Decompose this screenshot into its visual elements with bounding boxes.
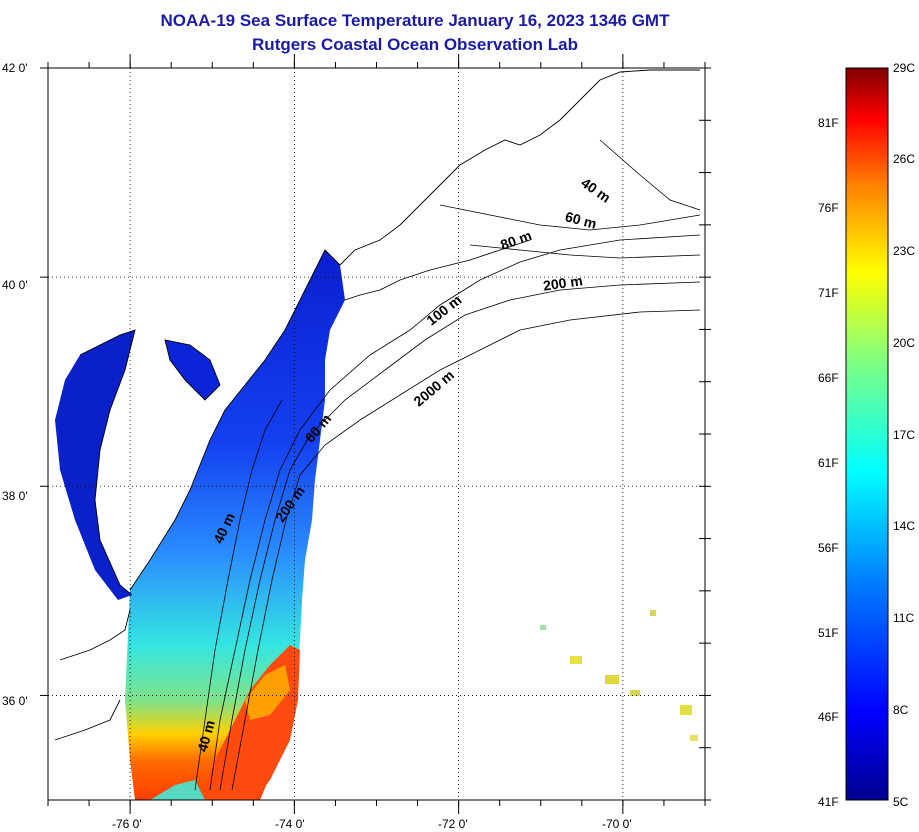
offshore-warm-pixels — [540, 610, 698, 741]
delaware-bay — [165, 340, 220, 400]
coastal-cool-patch — [150, 780, 205, 800]
colorbar-c-label: 26C — [893, 152, 916, 166]
colorbar — [845, 67, 889, 801]
colorbar-c-label: 23C — [893, 244, 916, 258]
colorbar-c-label: 29C — [893, 61, 916, 75]
map-title: NOAA-19 Sea Surface Temperature January … — [160, 11, 670, 30]
warm-core — [245, 665, 290, 720]
colorbar-f-label: 81F — [818, 116, 839, 130]
bathymetry-contours — [194, 139, 701, 791]
colorbar-f-label: 51F — [818, 626, 839, 640]
colorbar-c-label: 11C — [893, 611, 915, 625]
colorbar-f-label: 76F — [818, 201, 839, 215]
lon-label: -74 0' — [275, 817, 305, 831]
lon-label: -76 0' — [112, 817, 142, 831]
coastline — [54, 69, 700, 741]
lat-label: 40 0' — [2, 278, 28, 292]
colorbar-f-label: 61F — [818, 456, 839, 470]
colorbar-f-label: 56F — [818, 541, 839, 555]
sst-field — [55, 250, 698, 800]
colorbar-c-label: 14C — [893, 519, 916, 533]
map-subtitle: Rutgers Coastal Ocean Observation Lab — [252, 35, 578, 54]
colorbar-c-label: 8C — [893, 703, 909, 717]
lat-label: 42 0' — [2, 61, 28, 75]
colorbar-f-label: 66F — [818, 371, 839, 385]
colorbar-c-label: 5C — [893, 795, 909, 809]
lat-label: 38 0' — [2, 489, 28, 503]
axis-ticks — [40, 54, 711, 814]
colorbar-f-label: 46F — [818, 710, 839, 724]
colorbar-c-label: 17C — [893, 428, 916, 442]
colorbar-f-label: 71F — [818, 286, 839, 300]
sst-shelf-water — [125, 250, 345, 800]
colorbar-f-label: 41F — [818, 795, 839, 809]
lon-label: -70 0' — [602, 817, 632, 831]
lat-label: 36 0' — [2, 694, 28, 708]
chesapeake-bay — [55, 330, 135, 600]
lon-label: -72 0' — [438, 817, 468, 831]
colorbar-c-label: 20C — [893, 336, 916, 350]
